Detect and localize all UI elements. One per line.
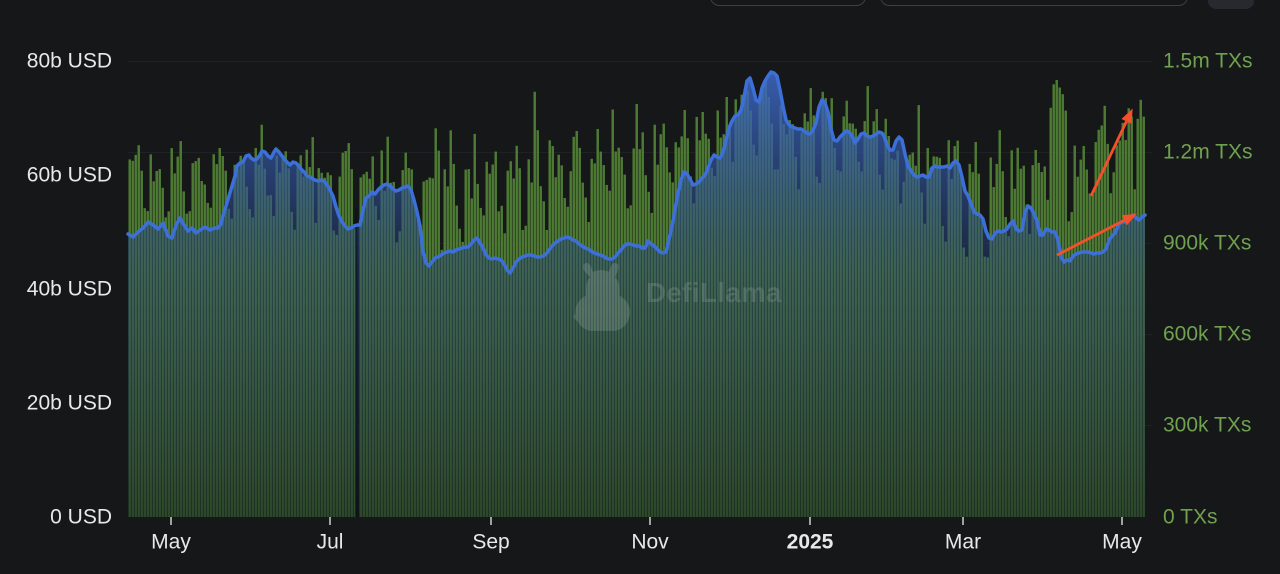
- svg-text:Nov: Nov: [631, 531, 669, 554]
- svg-text:DefiLlama: DefiLlama: [646, 277, 782, 308]
- svg-text:May: May: [1102, 531, 1142, 554]
- svg-text:0 TXs: 0 TXs: [1163, 506, 1217, 529]
- svg-text:1.5m TXs: 1.5m TXs: [1163, 50, 1252, 73]
- svg-text:20b USD: 20b USD: [27, 392, 112, 415]
- svg-text:40b USD: 40b USD: [27, 278, 112, 301]
- svg-text:2025: 2025: [787, 531, 834, 554]
- svg-text:60b USD: 60b USD: [27, 164, 112, 187]
- svg-text:0 USD: 0 USD: [50, 506, 112, 529]
- svg-text:80b USD: 80b USD: [27, 50, 112, 73]
- svg-text:Jul: Jul: [317, 531, 344, 554]
- svg-text:May: May: [151, 531, 191, 554]
- svg-text:900k TXs: 900k TXs: [1163, 232, 1251, 255]
- svg-text:Mar: Mar: [945, 531, 981, 554]
- svg-text:Sep: Sep: [472, 531, 509, 554]
- svg-text:600k TXs: 600k TXs: [1163, 323, 1251, 346]
- svg-text:300k TXs: 300k TXs: [1163, 414, 1251, 437]
- svg-text:1.2m TXs: 1.2m TXs: [1163, 141, 1252, 164]
